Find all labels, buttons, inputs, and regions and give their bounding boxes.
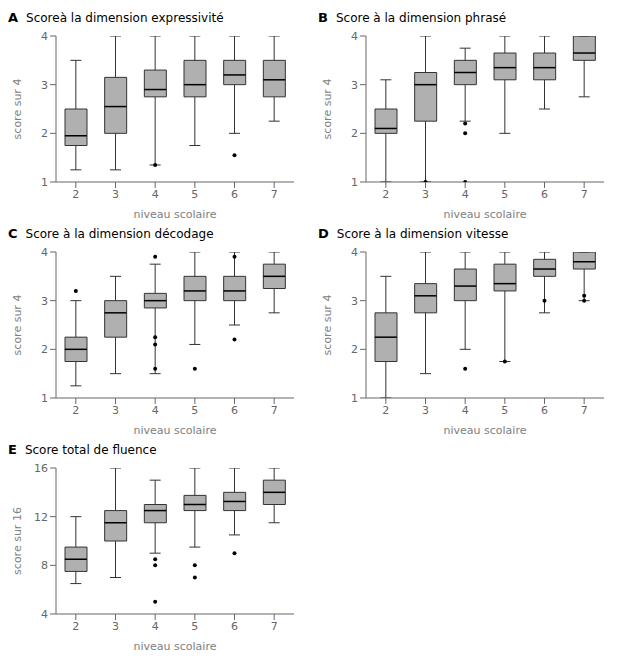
svg-text:score sur 4: score sur 4 [321,79,334,140]
html-text:Score à la dimension décodage: Score à la dimension décodage [25,227,214,241]
svg-text:6: 6 [231,620,238,633]
svg-text:2: 2 [41,343,48,356]
svg-text:5: 5 [191,620,198,633]
svg-text:score sur 16: score sur 16 [11,507,24,575]
html-text:Score à la dimension phrasé: Score à la dimension phrasé [335,11,507,25]
svg-text:4: 4 [41,30,48,43]
svg-text:1: 1 [351,176,358,189]
svg-text:6: 6 [541,404,548,417]
svg-text:1: 1 [351,392,358,405]
svg-text:6: 6 [231,188,238,201]
svg-text:3: 3 [351,295,358,308]
svg-text:4: 4 [462,404,469,417]
html-text:D: D [318,226,329,241]
svg-text:3: 3 [422,188,429,201]
svg-text:6: 6 [541,188,548,201]
html-text:Score à la dimension vitesse: Score à la dimension vitesse [336,227,509,241]
svg-text:2: 2 [351,343,358,356]
svg-text:7: 7 [581,404,588,417]
svg-text:5: 5 [191,404,198,417]
svg-text:niveau scolaire: niveau scolaire [134,208,217,218]
svg-text:niveau scolaire: niveau scolaire [444,424,527,434]
svg-text:4: 4 [41,246,48,259]
svg-text:1: 1 [41,176,48,189]
svg-text:niveau scolaire: niveau scolaire [444,208,527,218]
svg-text:niveau scolaire: niveau scolaire [134,640,217,650]
svg-text:3: 3 [351,79,358,92]
svg-text:score sur 4: score sur 4 [11,295,24,356]
svg-text:2: 2 [382,188,389,201]
svg-text:2: 2 [72,620,79,633]
svg-text:2: 2 [382,404,389,417]
svg-text:niveau scolaire: niveau scolaire [134,424,217,434]
svg-text:7: 7 [581,188,588,201]
svg-text:6: 6 [231,404,238,417]
svg-text:5: 5 [191,188,198,201]
svg-text:3: 3 [112,404,119,417]
svg-text:2: 2 [72,404,79,417]
svg-text:7: 7 [271,188,278,201]
svg-text:4: 4 [152,188,159,201]
svg-text:2: 2 [351,127,358,140]
svg-text:1: 1 [41,392,48,405]
svg-text:16: 16 [34,462,48,475]
svg-text:5: 5 [501,404,508,417]
svg-text:4: 4 [41,608,48,621]
svg-text:12: 12 [34,511,48,524]
svg-text:3: 3 [41,295,48,308]
svg-text:4: 4 [351,246,358,259]
svg-text:2: 2 [41,127,48,140]
svg-text:score sur 4: score sur 4 [321,295,334,356]
html-text:Score total de fluence: Score total de fluence [24,443,157,457]
svg-text:2: 2 [72,188,79,201]
svg-text:3: 3 [41,79,48,92]
svg-text:8: 8 [41,559,48,572]
html-text:A: A [8,10,19,25]
html-text:B: B [318,10,328,25]
svg-text:4: 4 [152,620,159,633]
svg-text:4: 4 [152,404,159,417]
svg-text:4: 4 [462,188,469,201]
svg-text:4: 4 [351,30,358,43]
svg-text:3: 3 [112,620,119,633]
svg-text:score sur 4: score sur 4 [11,79,24,140]
svg-text:7: 7 [271,620,278,633]
svg-text:3: 3 [112,188,119,201]
svg-text:7: 7 [271,404,278,417]
html-text:E: E [8,442,17,457]
html-text:Scoreà la dimension expressivi: Scoreà la dimension expressivité [26,11,224,25]
svg-text:5: 5 [501,188,508,201]
svg-text:3: 3 [422,404,429,417]
html-text:C: C [8,226,18,241]
